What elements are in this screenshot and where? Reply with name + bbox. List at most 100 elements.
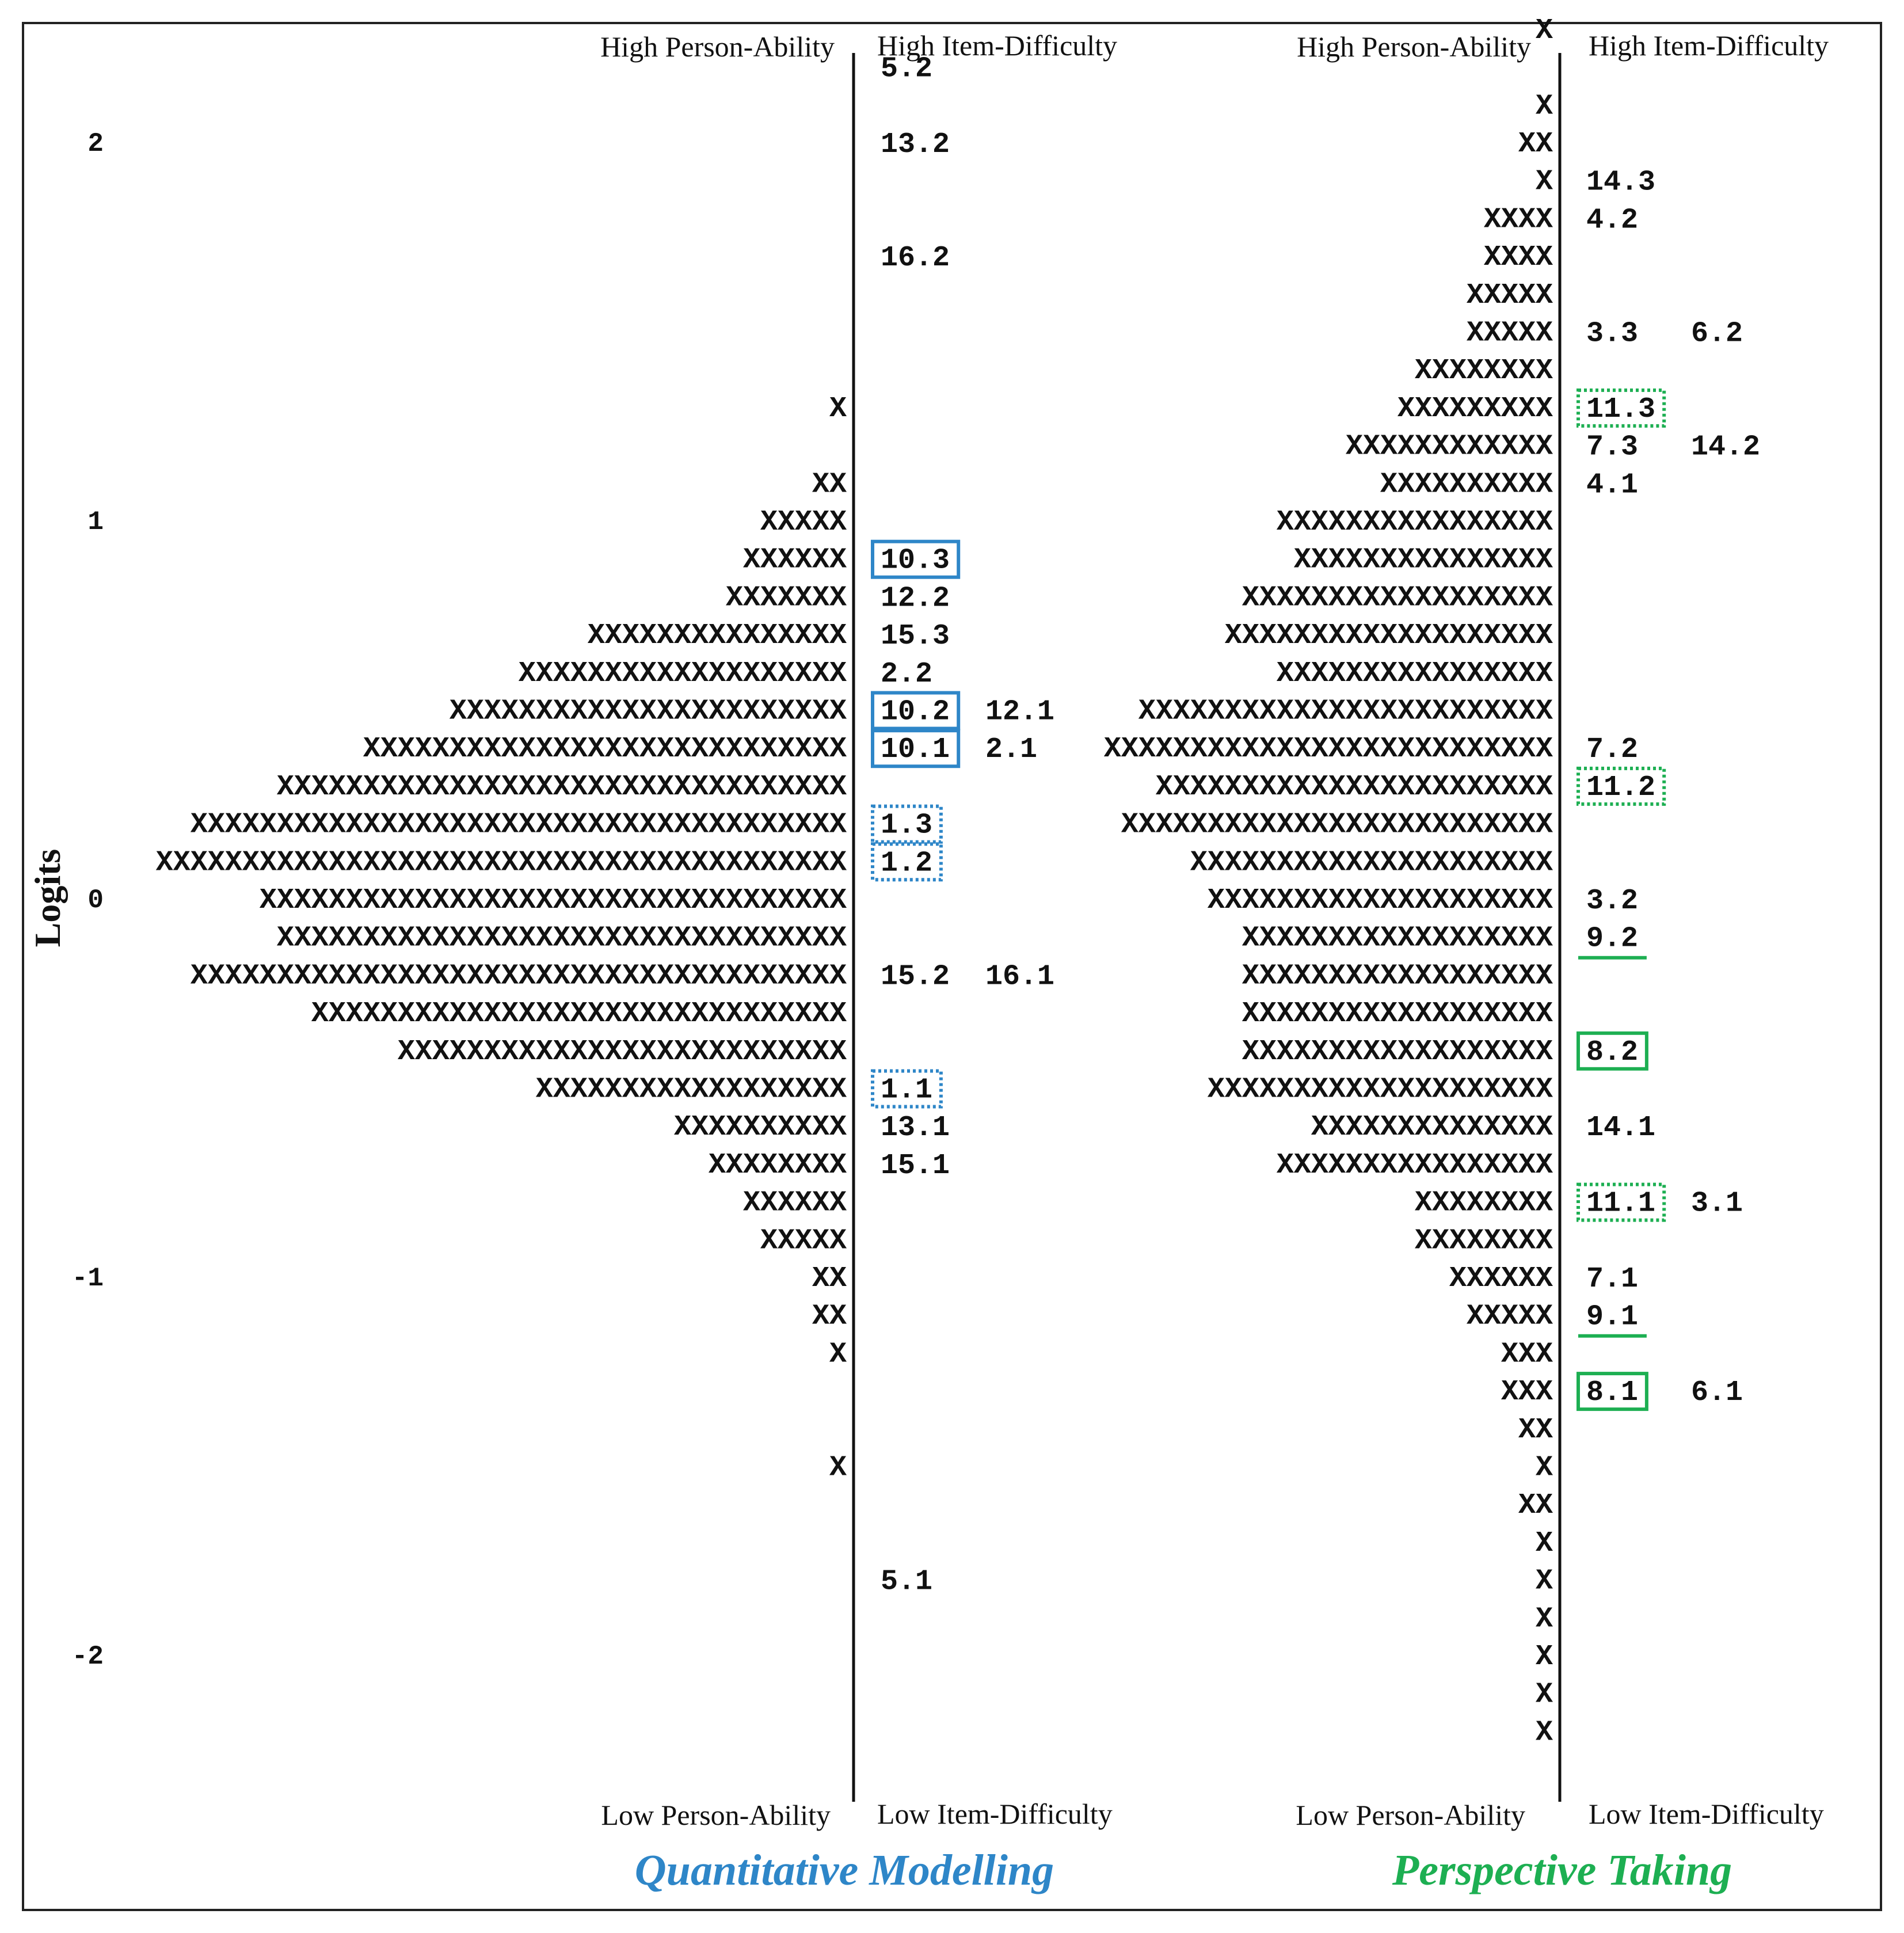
panel-quantitative-modelling: High Person-Ability High Item-Difficulty L… — [156, 29, 1117, 1894]
person-marks-row: X — [1536, 1565, 1553, 1598]
person-marks-row: XXXXX — [1467, 317, 1553, 350]
item-label: 2.1 — [985, 733, 1037, 766]
person-marks-row: XXXXXX — [1449, 1262, 1553, 1295]
person-marks-row: X — [1536, 1603, 1553, 1635]
y-tick-label: -1 — [72, 1264, 104, 1293]
item-label: 11.3 — [1586, 393, 1655, 426]
item-label: 14.2 — [1691, 431, 1760, 464]
item-solid-box — [1576, 1031, 1648, 1071]
person-marks-row: XXXXXXXXXXXXXXXXXX — [1242, 998, 1553, 1030]
person-marks-row: XXXXXXXXXXXXXXXXXXXXXXXXXXXXXXX — [311, 998, 847, 1030]
item-dotted-box — [871, 842, 943, 882]
person-marks-row: XXXXX — [760, 506, 847, 539]
y-tick-label: 1 — [87, 507, 104, 537]
item-label: 8.1 — [1586, 1376, 1638, 1409]
person-marks-row: XX — [812, 468, 847, 501]
person-marks-row: XXXXXXXXXXXXXXXXXX — [1242, 581, 1553, 614]
header-high-person-ability: High Person-Ability — [600, 31, 835, 63]
person-marks-row: XXXXXXXXXXXX — [1346, 431, 1553, 463]
person-marks-row: XXXXXXXXXXXXXXXXXXX — [1225, 619, 1553, 652]
item-label: 10.3 — [881, 545, 950, 577]
y-tick-label: 2 — [87, 129, 104, 159]
person-marks-row: X — [829, 1338, 847, 1371]
footer-low-item-difficulty: Low Item-Difficulty — [877, 1798, 1113, 1830]
item-label: 13.2 — [881, 128, 950, 161]
person-marks-row: XXXXX — [760, 1224, 847, 1257]
person-marks-row: XXXXXXXXXXXXXXXXXXXXXXXXXXXXXXXXXX — [260, 884, 847, 917]
item-label: 9.2 — [1586, 923, 1638, 956]
person-marks-row: XXXXXXXXXXXXXXXXXXXXXXXXX — [1121, 809, 1553, 842]
header-high-person-ability: High Person-Ability — [1297, 31, 1531, 63]
header-high-item-difficulty: High Item-Difficulty — [877, 29, 1117, 62]
item-label: 13.1 — [881, 1112, 950, 1144]
item-label: 3.3 — [1586, 318, 1638, 351]
person-marks-row: X — [1536, 1527, 1553, 1560]
item-label: 5.1 — [881, 1566, 932, 1599]
person-marks-row: XXXXXXXXXXXXXX — [1311, 1111, 1553, 1144]
person-marks-row: XXXX — [1484, 203, 1553, 236]
person-marks-row: XXXXXXXXXXXXXXXX — [1277, 506, 1553, 539]
item-label: 10.2 — [881, 696, 950, 729]
person-marks-row: XXXXXX — [743, 1187, 847, 1220]
person-marks-row: XXXXXXXXXXXXXXXXXXXXXXXXXXXXXXXXXXXXXX — [191, 960, 847, 992]
person-marks-row: XXXXXXXX — [709, 1149, 847, 1182]
person-marks-row: X — [829, 1452, 847, 1485]
person-marks-row: XXXXXXXXXXXXXXXXXXXX — [1208, 884, 1553, 917]
item-label: 16.2 — [881, 242, 950, 275]
person-marks-row: XXX — [1501, 1338, 1553, 1371]
person-marks-row: XXXXXXXXXXXXXXXXXX — [1242, 922, 1553, 955]
item-label: 9.1 — [1586, 1301, 1638, 1334]
person-marks-row: XXXXXXXXXXXXXXXXXXXXXXX — [450, 695, 847, 728]
item-dotted-box — [871, 1069, 943, 1109]
person-marks-row: XXXXXXXX — [1415, 355, 1553, 387]
person-marks-row: X — [1536, 14, 1553, 47]
header-high-item-difficulty: High Item-Difficulty — [1589, 29, 1829, 62]
item-label: 15.3 — [881, 620, 950, 653]
person-marks-row: XX — [812, 1300, 847, 1333]
item-label: 7.1 — [1586, 1263, 1638, 1296]
item-solid-box — [1576, 1372, 1648, 1411]
person-marks-row: XXXXX — [1467, 1300, 1553, 1333]
item-label: 3.1 — [1691, 1188, 1743, 1220]
person-marks-row: XXXXX — [1467, 279, 1553, 312]
item-solid-box — [871, 729, 961, 768]
person-marks-row: XXXXXXXXXXXXXXXXXX — [536, 1074, 847, 1106]
item-label: 15.2 — [881, 960, 950, 993]
item-label: 11.2 — [1586, 771, 1655, 804]
person-marks-row: XXXXXXXXXXXXXXXXXXXXXXXXXXXXXXXXX — [277, 771, 847, 804]
person-marks-row: XXXXXXXX — [1415, 1187, 1553, 1220]
person-marks-row: XX — [1518, 1489, 1553, 1522]
person-marks-row: XXXXXXXXXXXXXXXX — [1277, 1149, 1553, 1182]
person-marks-row: XXXXXXXXXXXXXXXX — [1277, 657, 1553, 690]
item-label: 1.1 — [881, 1074, 932, 1107]
person-marks-row: XXXXXXXXXXXXXXXXXXXXX — [1190, 846, 1553, 879]
person-marks-row: XXXX — [1484, 241, 1553, 274]
person-marks-row: XXXXXXXXXXXXXXXXXXXXXXXXXX — [398, 1036, 847, 1068]
person-marks-row: XX — [1518, 1414, 1553, 1447]
item-label: 7.3 — [1586, 431, 1638, 464]
item-label: 1.2 — [881, 847, 932, 880]
person-marks-row: XXXXXXXXXXXXXXX — [1294, 544, 1553, 577]
person-marks-row: XXXXXXXXXXXXXXXXXXXXXXXXXX — [1104, 733, 1553, 766]
item-label: 11.1 — [1586, 1188, 1655, 1220]
item-label: 6.1 — [1691, 1376, 1743, 1409]
person-marks-row: XX — [812, 1262, 847, 1295]
person-marks-row: X — [1536, 1452, 1553, 1485]
panel-title: Quantitative Modelling — [635, 1846, 1054, 1894]
item-dotted-box — [1576, 388, 1666, 428]
item-label: 16.1 — [985, 960, 1054, 993]
footer-low-person-ability: Low Person-Ability — [1296, 1799, 1525, 1831]
item-label: 15.1 — [881, 1150, 950, 1182]
person-marks-row: X — [1536, 1641, 1553, 1673]
chart-frame — [22, 22, 1882, 1911]
footer-low-person-ability: Low Person-Ability — [601, 1799, 831, 1831]
person-marks-row: X — [1536, 166, 1553, 199]
item-dotted-box — [1576, 766, 1666, 806]
person-marks-row: XXXXXXXXXXXXXXXXXX — [1242, 1036, 1553, 1068]
item-label: 14.3 — [1586, 166, 1655, 199]
item-dotted-box — [871, 804, 943, 844]
item-label: 2.2 — [881, 658, 932, 691]
item-solid-box — [871, 691, 961, 730]
person-marks-row: XXXXXXXXXXXXXXXXXXXXXXXXXXXX — [363, 733, 847, 766]
